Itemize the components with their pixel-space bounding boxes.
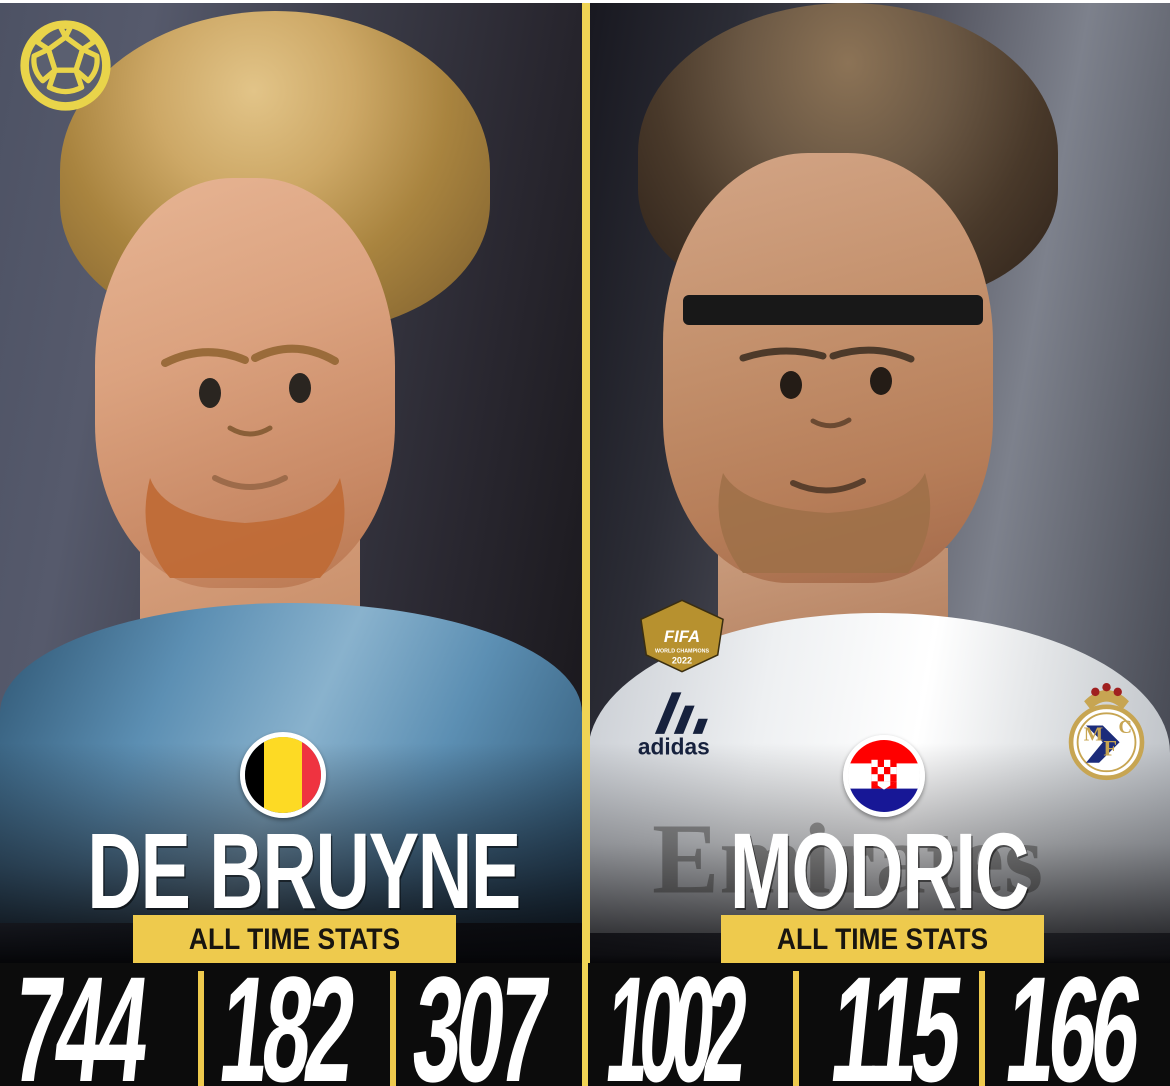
svg-text:F: F: [1103, 735, 1117, 760]
svg-text:M: M: [1084, 723, 1103, 745]
svg-text:C: C: [1118, 717, 1131, 738]
svg-text:2022: 2022: [672, 655, 692, 665]
svg-text:FIFA: FIFA: [664, 627, 700, 646]
svg-text:adidas: adidas: [638, 734, 710, 760]
svg-text:WORLD CHAMPIONS: WORLD CHAMPIONS: [655, 649, 709, 655]
